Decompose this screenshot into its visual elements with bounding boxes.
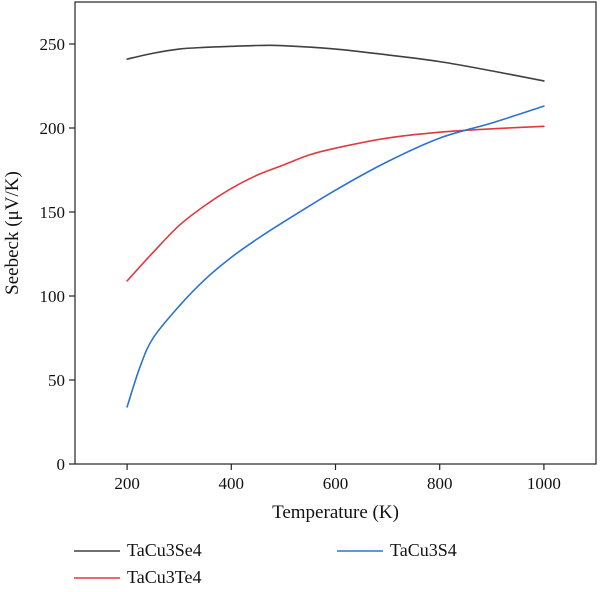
legend: TaCu3Se4 TaCu3Te4 TaCu3S4	[74, 540, 457, 587]
y-tick-label: 150	[40, 203, 66, 222]
legend-entry-tacu3se4: TaCu3Se4	[127, 540, 202, 560]
y-tick-label: 200	[40, 119, 66, 138]
y-tick-label: 0	[57, 455, 66, 474]
plot-frame	[74, 1, 597, 465]
x-axis-title: Temperature (K)	[272, 502, 399, 523]
series-line-tacu3s4	[126, 105, 545, 408]
y-tick-label: 50	[48, 371, 65, 390]
series-line-tacu3se4	[126, 44, 545, 82]
series-line-tacu3te4	[126, 125, 545, 282]
y-axis-title: Seebeck (μV/K)	[2, 171, 23, 295]
x-tick-label: 800	[427, 474, 453, 493]
x-tick-label: 400	[219, 474, 245, 493]
legend-entry-tacu3s4: TaCu3S4	[390, 540, 457, 560]
y-tick-label: 250	[40, 35, 66, 54]
plot-area	[126, 44, 545, 408]
y-tick-label: 100	[40, 287, 66, 306]
legend-entry-tacu3te4: TaCu3Te4	[127, 567, 201, 587]
x-tick-label: 1000	[527, 474, 561, 493]
x-tick-label: 200	[114, 474, 140, 493]
x-tick-label: 600	[323, 474, 349, 493]
axis-ticks: 200 400 600 800 1000 0 50 100 150 200 250	[40, 35, 561, 493]
